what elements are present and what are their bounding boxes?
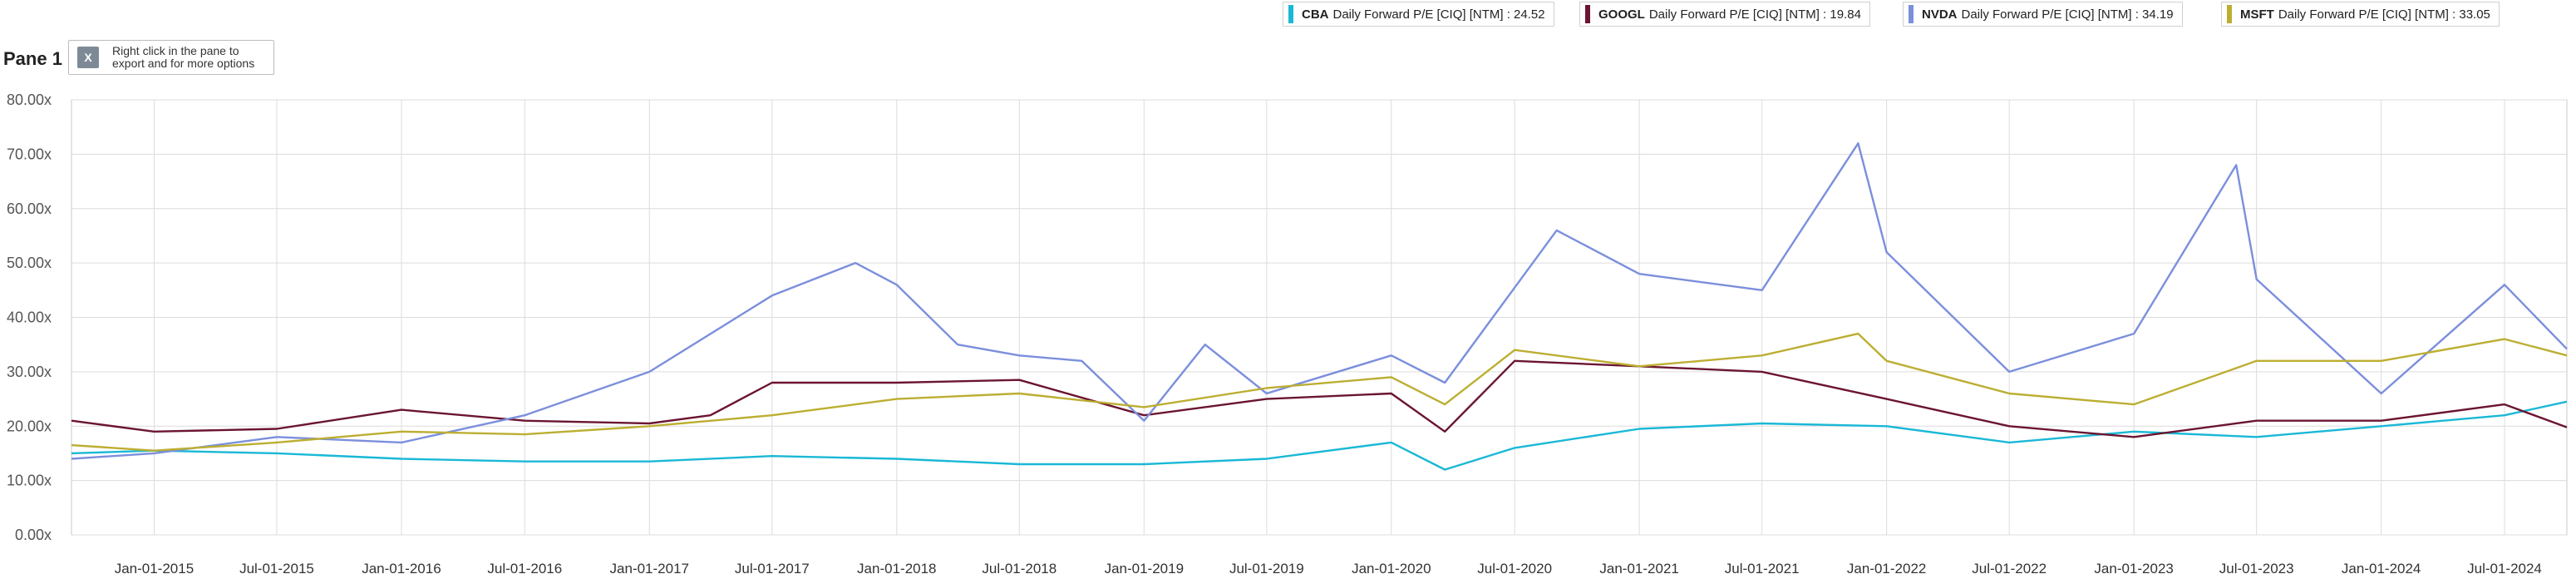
- x-tick-label: Jul-01-2020: [1477, 561, 1552, 577]
- legend-swatch-nvda: [1909, 5, 1914, 23]
- x-tick-label: Jan-01-2021: [1599, 561, 1678, 577]
- x-tick-label: Jul-01-2023: [2219, 561, 2294, 577]
- y-tick-label: 70.00x: [7, 146, 52, 162]
- x-tick-label: Jul-01-2021: [1725, 561, 1800, 577]
- y-tick-label: 20.00x: [7, 418, 52, 434]
- x-tick-label: Jan-01-2024: [2342, 561, 2421, 577]
- y-tick-label: 40.00x: [7, 309, 52, 326]
- axis-layer: 0.00x 10.00x 20.00x 30.00x 40.00x 50.00x 60.00…: [7, 92, 2542, 577]
- x-tick-label: Jan-01-2018: [857, 561, 936, 577]
- x-tick-label: Jul-01-2022: [1972, 561, 2047, 577]
- legend-swatch-googl: [1585, 5, 1590, 23]
- legend-ticker-googl: GOOGL: [1598, 7, 1645, 22]
- x-tick-label: Jan-01-2017: [610, 561, 689, 577]
- x-tick-label: Jan-01-2015: [115, 561, 194, 577]
- legend-ticker-nvda: NVDA: [1922, 7, 1958, 22]
- legend-label-nvda: Daily Forward P/E [CIQ] [NTM] : 34.19: [1961, 7, 2174, 22]
- y-tick-label: 50.00x: [7, 255, 52, 271]
- x-tick-label: Jul-01-2015: [239, 561, 314, 577]
- y-tick-label: 0.00x: [15, 527, 52, 543]
- series-line-nvda[interactable]: [71, 142, 2568, 460]
- legend-ticker-msft: MSFT: [2240, 7, 2274, 22]
- x-tick-label: Jan-01-2016: [362, 561, 441, 577]
- y-tick-label: 30.00x: [7, 364, 52, 380]
- series-line-googl[interactable]: [71, 359, 2568, 438]
- x-tick-label: Jan-01-2023: [2094, 561, 2173, 577]
- legend-label-cba: Daily Forward P/E [CIQ] [NTM] : 24.52: [1332, 7, 1545, 22]
- legend-ticker-cba: CBA: [1302, 7, 1329, 22]
- y-tick-label: 60.00x: [7, 200, 52, 217]
- legend-swatch-msft: [2227, 5, 2232, 23]
- pane-title: Pane 1: [3, 48, 62, 69]
- x-tick-label: Jul-01-2017: [735, 561, 810, 577]
- x-tick-label: Jan-01-2019: [1105, 561, 1184, 577]
- x-tick-label: Jul-01-2024: [2467, 561, 2542, 577]
- series-line-cba[interactable]: [71, 400, 2568, 471]
- legend-item-googl[interactable]: GOOGL Daily Forward P/E [CIQ] [NTM] : 19…: [1579, 2, 1870, 27]
- x-tick-label: Jul-01-2016: [487, 561, 562, 577]
- x-tick-label: Jul-01-2018: [982, 561, 1057, 577]
- legend-item-nvda[interactable]: NVDA Daily Forward P/E [CIQ] [NTM] : 34.…: [1903, 2, 2183, 27]
- legend-swatch-cba: [1288, 5, 1293, 23]
- series-line-msft[interactable]: [71, 332, 2568, 452]
- y-tick-label: 80.00x: [7, 92, 52, 108]
- y-tick-label: 10.00x: [7, 473, 52, 489]
- legend-item-msft[interactable]: MSFT Daily Forward P/E [CIQ] [NTM] : 33.…: [2221, 2, 2500, 27]
- export-hint-text: Right click in the pane to export and fo…: [112, 44, 255, 70]
- grid-layer: [71, 99, 2568, 536]
- excel-icon[interactable]: X: [77, 47, 99, 68]
- legend-label-googl: Daily Forward P/E [CIQ] [NTM] : 19.84: [1648, 7, 1861, 22]
- x-tick-label: Jan-01-2022: [1847, 561, 1926, 577]
- x-tick-label: Jan-01-2020: [1352, 561, 1431, 577]
- legend-label-msft: Daily Forward P/E [CIQ] [NTM] : 33.05: [2278, 7, 2490, 22]
- legend-item-cba[interactable]: CBA Daily Forward P/E [CIQ] [NTM] : 24.5…: [1283, 2, 1554, 27]
- series-layer: [71, 142, 2568, 471]
- export-hint-box[interactable]: X Right click in the pane to export and …: [68, 40, 274, 75]
- x-tick-label: Jul-01-2019: [1229, 561, 1304, 577]
